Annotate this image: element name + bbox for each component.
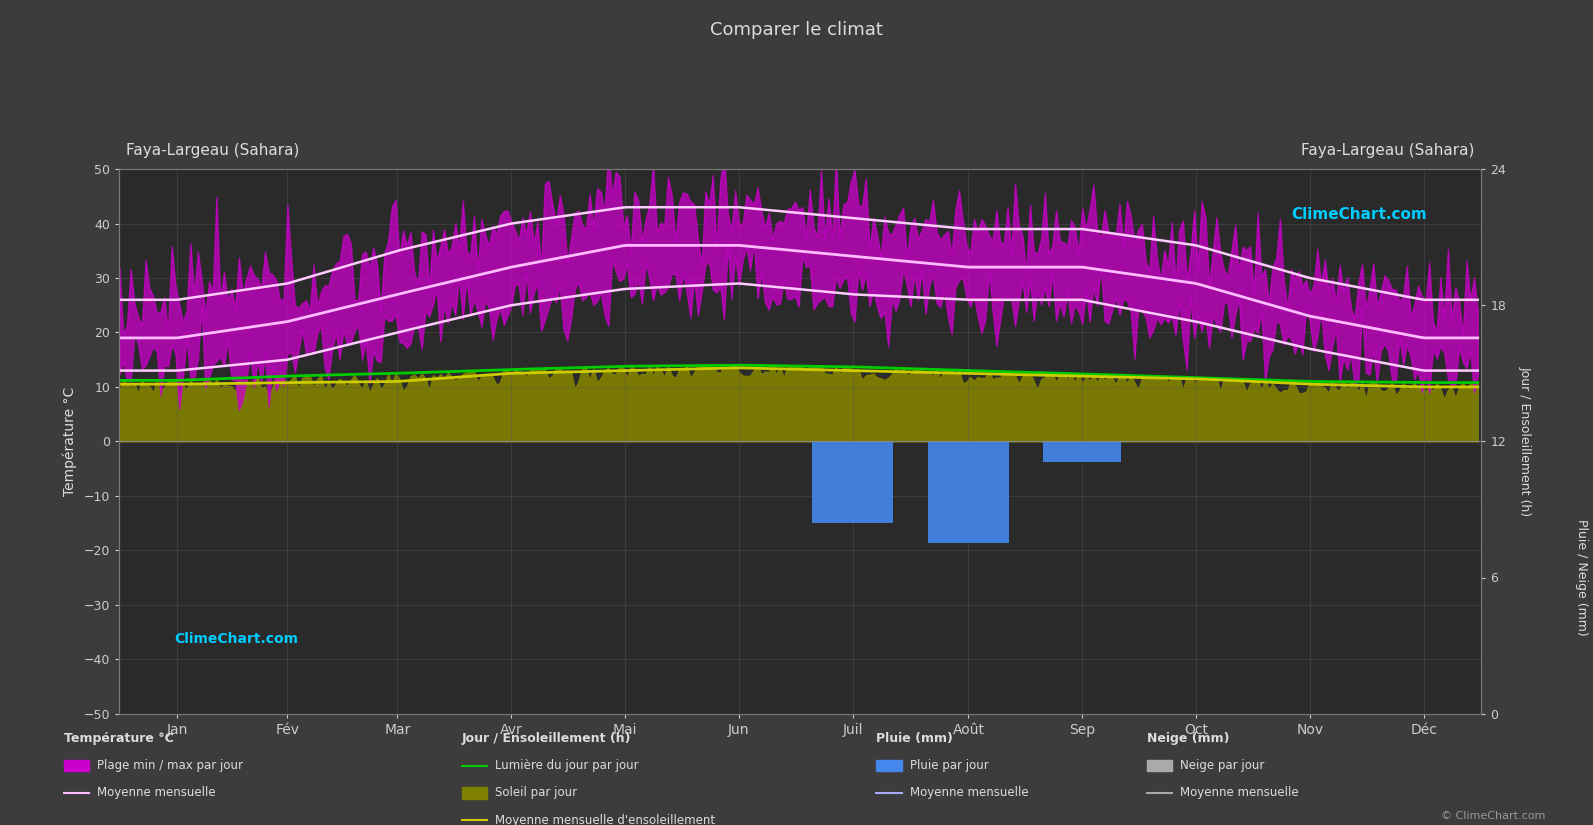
Text: Moyenne mensuelle: Moyenne mensuelle bbox=[97, 786, 215, 799]
Text: Moyenne mensuelle: Moyenne mensuelle bbox=[1180, 786, 1298, 799]
Text: Pluie (mm): Pluie (mm) bbox=[876, 732, 953, 745]
Text: Neige (mm): Neige (mm) bbox=[1147, 732, 1230, 745]
Text: ClimeChart.com: ClimeChart.com bbox=[1292, 207, 1427, 222]
Text: Neige par jour: Neige par jour bbox=[1180, 759, 1265, 772]
Text: Température °C: Température °C bbox=[64, 732, 174, 745]
Text: Pluie / Neige (mm): Pluie / Neige (mm) bbox=[1575, 519, 1588, 636]
Text: ClimeChart.com: ClimeChart.com bbox=[174, 632, 298, 646]
Text: © ClimeChart.com: © ClimeChart.com bbox=[1440, 811, 1545, 821]
Bar bbox=[1043, 441, 1121, 462]
Y-axis label: Jour / Ensoleillement (h): Jour / Ensoleillement (h) bbox=[1518, 366, 1531, 516]
Text: Lumière du jour par jour: Lumière du jour par jour bbox=[495, 759, 639, 772]
Text: Plage min / max par jour: Plage min / max par jour bbox=[97, 759, 244, 772]
Text: Jour / Ensoleillement (h): Jour / Ensoleillement (h) bbox=[462, 732, 631, 745]
Text: Moyenne mensuelle: Moyenne mensuelle bbox=[910, 786, 1027, 799]
Text: Comparer le climat: Comparer le climat bbox=[710, 21, 883, 39]
Text: Soleil par jour: Soleil par jour bbox=[495, 786, 578, 799]
Y-axis label: Température °C: Température °C bbox=[62, 387, 76, 496]
Bar bbox=[927, 441, 1008, 544]
Text: Faya-Largeau (Sahara): Faya-Largeau (Sahara) bbox=[1301, 144, 1475, 158]
Bar bbox=[812, 441, 894, 523]
Text: Pluie par jour: Pluie par jour bbox=[910, 759, 988, 772]
Text: Moyenne mensuelle d'ensoleillement: Moyenne mensuelle d'ensoleillement bbox=[495, 813, 715, 825]
Text: Faya-Largeau (Sahara): Faya-Largeau (Sahara) bbox=[126, 144, 299, 158]
